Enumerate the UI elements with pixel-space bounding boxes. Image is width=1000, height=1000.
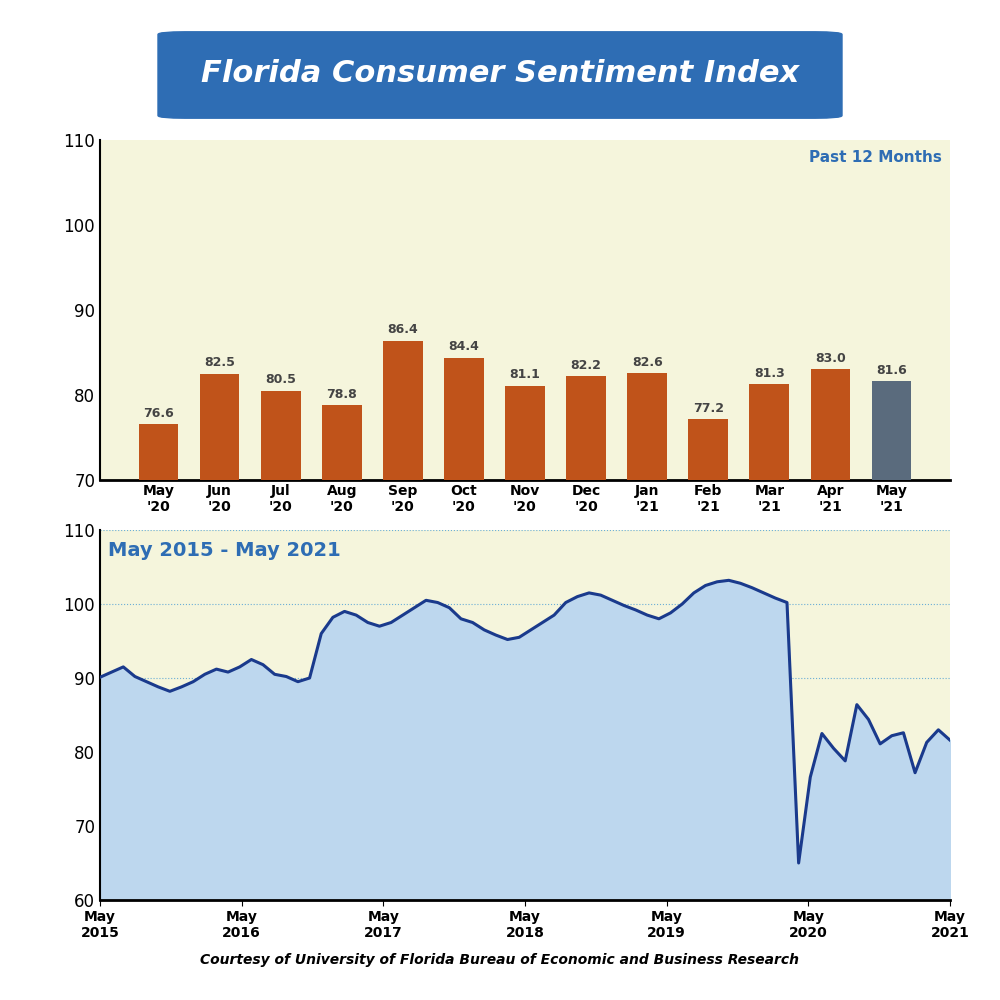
- FancyBboxPatch shape: [158, 32, 842, 118]
- Bar: [872, 381, 911, 480]
- Text: 80.5: 80.5: [265, 373, 296, 386]
- Bar: [383, 341, 423, 480]
- Text: 83.0: 83.0: [815, 352, 846, 365]
- Text: May 2015 - May 2021: May 2015 - May 2021: [108, 541, 341, 560]
- Text: 76.6: 76.6: [143, 407, 174, 420]
- Bar: [261, 391, 301, 480]
- Text: 82.2: 82.2: [571, 359, 602, 372]
- Bar: [566, 376, 606, 480]
- Bar: [444, 358, 484, 480]
- Text: 81.6: 81.6: [876, 364, 907, 377]
- Bar: [200, 374, 239, 480]
- Text: Past 12 Months: Past 12 Months: [809, 150, 942, 165]
- Text: 82.5: 82.5: [204, 356, 235, 369]
- Text: 81.1: 81.1: [510, 368, 540, 381]
- Bar: [627, 373, 667, 480]
- Bar: [688, 419, 728, 480]
- Bar: [749, 384, 789, 480]
- Text: 77.2: 77.2: [693, 402, 724, 415]
- Text: Courtesy of University of Florida Bureau of Economic and Business Research: Courtesy of University of Florida Bureau…: [200, 953, 800, 967]
- Bar: [505, 386, 545, 480]
- Bar: [322, 405, 362, 480]
- Text: 81.3: 81.3: [754, 367, 785, 380]
- Text: 86.4: 86.4: [387, 323, 418, 336]
- Bar: [139, 424, 178, 480]
- Text: 84.4: 84.4: [448, 340, 479, 353]
- Text: Florida Consumer Sentiment Index: Florida Consumer Sentiment Index: [201, 59, 799, 88]
- Bar: [811, 369, 850, 480]
- Text: 78.8: 78.8: [326, 388, 357, 401]
- Text: 82.6: 82.6: [632, 356, 663, 369]
